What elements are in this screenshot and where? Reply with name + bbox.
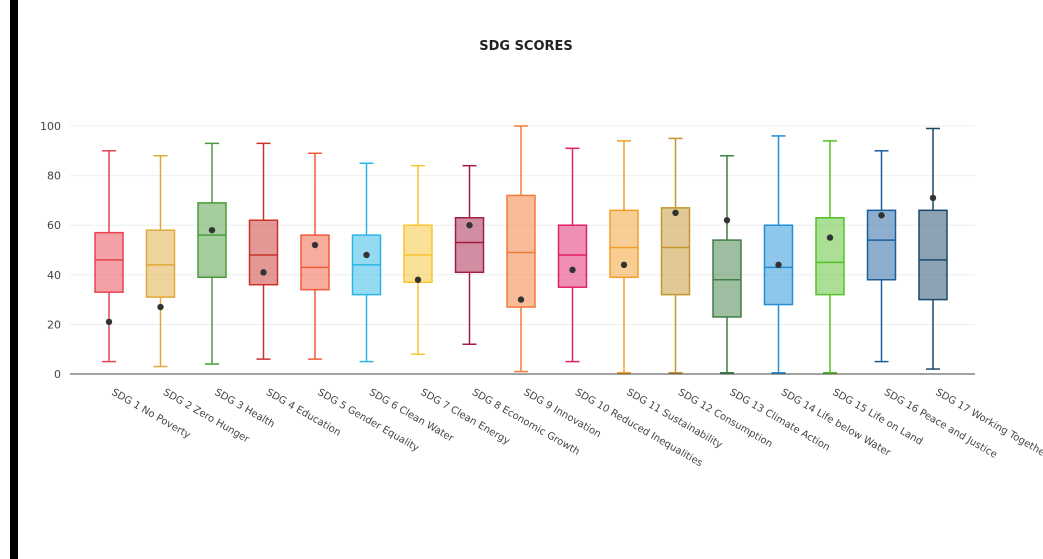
data-point xyxy=(517,296,525,303)
data-point xyxy=(105,318,113,326)
data-point xyxy=(723,217,731,224)
data-point xyxy=(672,209,679,216)
iqr-box xyxy=(712,239,742,318)
data-point xyxy=(157,303,164,311)
box-10 xyxy=(557,147,588,363)
box-15 xyxy=(815,140,845,374)
box-8 xyxy=(454,164,485,345)
iqr-box xyxy=(557,224,588,288)
data-point xyxy=(208,226,216,234)
box-2 xyxy=(145,155,176,368)
data-point xyxy=(826,234,834,241)
box-7 xyxy=(403,164,433,355)
x-tick-label: SDG 13 Climate Action xyxy=(728,387,832,453)
chart-title: SDG SCORES xyxy=(479,39,573,54)
box-3 xyxy=(197,142,227,365)
data-point xyxy=(775,261,782,269)
data-point xyxy=(363,251,370,259)
iqr-box xyxy=(197,202,227,279)
y-tick-label: 60 xyxy=(47,219,61,232)
iqr-box xyxy=(145,229,176,298)
box-5 xyxy=(300,152,330,360)
box-9 xyxy=(506,125,536,373)
data-point xyxy=(414,276,422,283)
y-tick-label: 80 xyxy=(47,170,61,183)
iqr-box xyxy=(403,224,433,283)
box-4 xyxy=(248,142,279,360)
data-point xyxy=(878,212,885,219)
y-tick-label: 0 xyxy=(54,368,61,381)
y-tick-label: 20 xyxy=(47,318,61,331)
data-point xyxy=(311,241,319,249)
data-point xyxy=(929,194,937,202)
x-tick-label: SDG 12 Consumption xyxy=(676,387,774,450)
x-tick-label: SDG 15 Life on Land xyxy=(831,387,925,448)
box-1 xyxy=(94,150,124,363)
y-axis: 0 20 40 60 80 100 xyxy=(40,120,61,381)
y-tick-label: 40 xyxy=(47,269,61,282)
y-tick-label: 100 xyxy=(40,120,61,133)
iqr-box xyxy=(660,207,691,296)
box-12 xyxy=(660,137,691,374)
x-tick-label: SDG 7 Clean Energy xyxy=(419,387,512,447)
data-point xyxy=(569,266,576,274)
data-point xyxy=(620,261,628,269)
box-16 xyxy=(866,150,897,363)
iqr-box xyxy=(94,231,124,293)
x-tick-label: SDG 2 Zero Hunger xyxy=(161,387,252,446)
box-6 xyxy=(351,162,382,363)
iqr-box xyxy=(506,194,536,308)
iqr-box xyxy=(918,209,948,301)
iqr-box xyxy=(866,209,897,281)
boxes xyxy=(94,125,948,374)
box-14 xyxy=(763,135,794,374)
box-17 xyxy=(918,127,948,370)
iqr-box xyxy=(815,217,845,296)
box-11 xyxy=(609,140,639,374)
x-tick-label: SDG 6 Clean Water xyxy=(367,387,456,445)
left-edge-bar xyxy=(10,0,18,559)
data-point xyxy=(260,269,267,276)
data-point xyxy=(466,222,473,229)
box-13 xyxy=(712,155,742,374)
